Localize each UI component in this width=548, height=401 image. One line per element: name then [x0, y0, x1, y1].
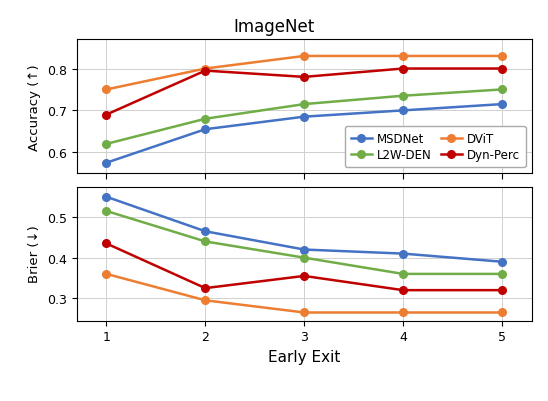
L2W-DEN — [499, 272, 505, 277]
Dyn-Perc — [103, 241, 110, 246]
Line: Dyn-Perc: Dyn-Perc — [102, 240, 506, 294]
Dyn-Perc — [103, 113, 110, 118]
L2W-DEN — [399, 272, 406, 277]
MSDNet — [301, 115, 307, 120]
Dyn-Perc — [399, 67, 406, 72]
Dyn-Perc — [202, 69, 209, 74]
MSDNet — [202, 128, 209, 132]
MSDNet — [499, 102, 505, 107]
Line: DViT: DViT — [102, 53, 506, 94]
L2W-DEN — [301, 255, 307, 260]
DViT — [103, 272, 110, 277]
DViT — [202, 298, 209, 303]
MSDNet — [499, 260, 505, 265]
Legend: MSDNet, L2W-DEN, DViT, Dyn-Perc: MSDNet, L2W-DEN, DViT, Dyn-Perc — [345, 127, 526, 168]
DViT — [301, 310, 307, 315]
DViT — [499, 55, 505, 59]
Dyn-Perc — [202, 286, 209, 291]
Line: Dyn-Perc: Dyn-Perc — [102, 65, 506, 119]
L2W-DEN — [301, 102, 307, 107]
DViT — [301, 55, 307, 59]
DViT — [103, 88, 110, 93]
Y-axis label: Accuracy (↑): Accuracy (↑) — [28, 64, 42, 150]
L2W-DEN — [202, 117, 209, 122]
Text: ImageNet: ImageNet — [233, 18, 315, 36]
Y-axis label: Brier (↓): Brier (↓) — [28, 225, 42, 283]
DViT — [399, 310, 406, 315]
Line: L2W-DEN: L2W-DEN — [102, 86, 506, 148]
Line: DViT: DViT — [102, 270, 506, 316]
Line: MSDNet: MSDNet — [102, 193, 506, 266]
Dyn-Perc — [399, 288, 406, 293]
MSDNet — [301, 247, 307, 252]
L2W-DEN — [103, 142, 110, 147]
L2W-DEN — [202, 239, 209, 244]
L2W-DEN — [103, 209, 110, 214]
Dyn-Perc — [499, 288, 505, 293]
X-axis label: Early Exit: Early Exit — [268, 349, 340, 364]
Dyn-Perc — [499, 67, 505, 72]
L2W-DEN — [399, 94, 406, 99]
MSDNet — [202, 229, 209, 234]
DViT — [202, 67, 209, 72]
DViT — [499, 310, 505, 315]
MSDNet — [103, 161, 110, 166]
MSDNet — [399, 251, 406, 256]
Dyn-Perc — [301, 75, 307, 80]
Line: L2W-DEN: L2W-DEN — [102, 208, 506, 278]
Line: MSDNet: MSDNet — [102, 101, 506, 167]
MSDNet — [103, 195, 110, 200]
MSDNet — [399, 109, 406, 113]
L2W-DEN — [499, 88, 505, 93]
DViT — [399, 55, 406, 59]
Dyn-Perc — [301, 274, 307, 279]
